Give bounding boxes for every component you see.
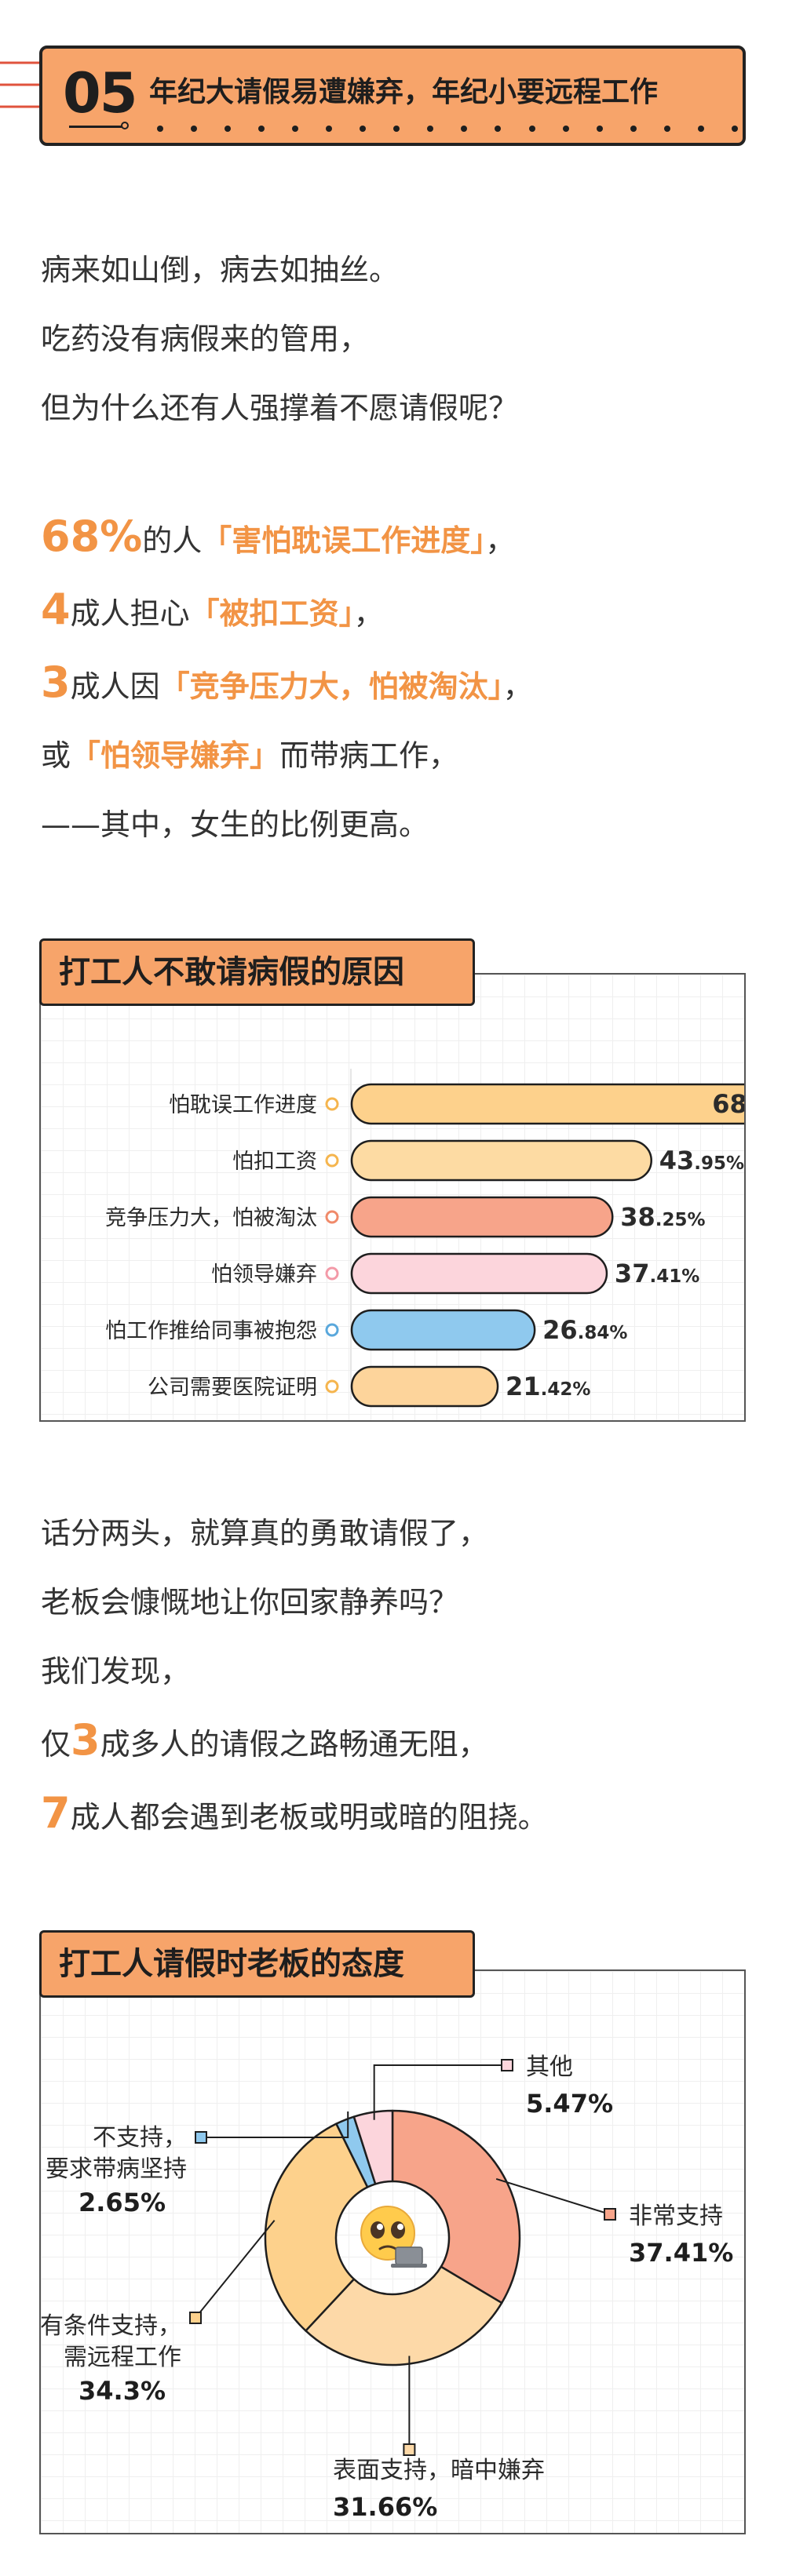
intro-line-3: 但为什么还有人强撑着不愿请假呢？ xyxy=(41,391,519,425)
donut-chart-panel: 非常支持 37.41% 表面支持，暗中嫌弃 31.66% 有条件支持， 需远程工作 34.3… xyxy=(39,1969,746,2534)
donut-value-label: 31.66% xyxy=(333,2492,437,2522)
reason-line-1-end: ， xyxy=(485,523,516,558)
bar-bullet-dot xyxy=(325,1266,339,1281)
middle-line-3: 我们发现， xyxy=(41,1654,191,1689)
bar xyxy=(350,1083,744,1125)
donut-leader-line xyxy=(495,2177,611,2215)
stat-7: 7 xyxy=(41,1788,71,1838)
bar-value-label: 37.41% xyxy=(615,1259,699,1288)
bar-value-label: 26.84% xyxy=(542,1315,627,1345)
bar-category-label: 公司需要医院证明 xyxy=(148,1375,317,1400)
bar-value-label: 68.57% xyxy=(712,1089,744,1119)
bar xyxy=(350,1139,652,1182)
bar-value-label: 38.25% xyxy=(620,1202,705,1232)
reason-line-2-end: ， xyxy=(353,596,384,631)
bar-value-label: 43.95% xyxy=(659,1146,744,1175)
middle-paragraph: 话分两头，就算真的勇敢请假了， 老板会慷慨地让你回家静养吗？ 我们发现， 仅3成… xyxy=(41,1499,548,1852)
donut-legend-marker xyxy=(604,2208,616,2221)
stat-3-middle: 3 xyxy=(71,1715,100,1765)
donut-value-label: 37.41% xyxy=(629,2238,733,2268)
bar-chart: 怕耽误工作进度 68.57% 怕扣工资 43.95% 竞争压力大，怕被淘汰 38.25% 怕… xyxy=(105,1069,744,1408)
middle-line-4: 仅3成多人的请假之路畅通无阻， xyxy=(41,1706,548,1779)
donut-leader-line xyxy=(195,2220,276,2319)
reason-line-1: 68%的人「害怕耽误工作进度」， xyxy=(41,502,533,575)
donut-legend-marker xyxy=(189,2312,202,2324)
donut-legend-marker xyxy=(195,2131,207,2144)
title-dots-decoration xyxy=(157,126,738,133)
bar xyxy=(350,1196,614,1238)
reason-highlight-4: 「怕领导嫌弃」 xyxy=(71,738,280,773)
middle-line-1: 话分两头，就算真的勇敢请假了， xyxy=(41,1516,489,1550)
donut-value-label: 5.47% xyxy=(526,2089,613,2119)
donut-slice xyxy=(305,2265,503,2366)
reason-line-4-end: 而带病工作， xyxy=(279,738,459,773)
bar-category-label: 怕扣工资 xyxy=(232,1150,317,1174)
donut-category-label: 要求带病坚持 xyxy=(46,2155,187,2183)
reason-line-2: 4成人担心「被扣工资」， xyxy=(41,575,533,648)
donut-category-label: 表面支持，暗中嫌弃 xyxy=(333,2457,545,2484)
bar-chart-title: 打工人不敢请病假的原因 xyxy=(39,938,475,1006)
bar-bullet-dot xyxy=(325,1153,339,1168)
reason-line-5: ——其中，女生的比例更高。 xyxy=(41,807,429,842)
middle-line-4-text-b: 成多人的请假之路畅通无阻， xyxy=(100,1727,488,1762)
middle-line-5-text: 成人都会遇到老板或明或暗的阻挠。 xyxy=(70,1800,548,1835)
donut-slice xyxy=(391,2109,521,2305)
reason-line-1-text: 的人 xyxy=(142,523,203,558)
donut-leader-line xyxy=(201,2111,349,2138)
intro-paragraph: 病来如山倒，病去如抽丝。 吃药没有病假来的管用， 但为什么还有人强撑着不愿请假呢… xyxy=(41,235,518,443)
reason-highlight-3: 「竞争压力大，怕被淘汰」 xyxy=(159,669,503,704)
donut-category-label: 不支持， xyxy=(93,2124,187,2152)
middle-line-4-text-a: 仅 xyxy=(41,1727,71,1762)
donut-legend-marker xyxy=(403,2443,416,2456)
donut-category-label: 有条件支持， xyxy=(41,2312,181,2340)
donut-chart-title: 打工人请假时老板的态度 xyxy=(39,1930,475,1998)
reason-line-3: 3成人因「竞争压力大，怕被淘汰」， xyxy=(41,648,533,721)
reasons-paragraph: 68%的人「害怕耽误工作进度」， 4成人担心「被扣工资」， 3成人因「竞争压力大… xyxy=(41,502,533,859)
middle-line-2: 老板会慷慨地让你回家静养吗？ xyxy=(41,1585,459,1620)
pleading-face-with-laptop-emoji xyxy=(360,2206,427,2268)
donut-chart: 非常支持 37.41% 表面支持，暗中嫌弃 31.66% 有条件支持， 需远程工作 34.3… xyxy=(41,2053,733,2522)
reason-line-4-text: 或 xyxy=(41,738,71,773)
intro-line-1: 病来如山倒，病去如抽丝。 xyxy=(41,253,400,287)
bar-category-label: 怕耽误工作进度 xyxy=(169,1093,317,1117)
donut-value-label: 2.65% xyxy=(78,2188,166,2217)
bar xyxy=(350,1252,608,1295)
bar-value-label: 21.42% xyxy=(506,1372,590,1401)
middle-line-5: 7成人都会遇到老板或明或暗的阻挠。 xyxy=(41,1779,548,1852)
bar-bullet-dot xyxy=(325,1323,339,1337)
reason-line-4: 或「怕领导嫌弃」而带病工作， xyxy=(41,721,533,790)
bar-category-label: 竞争压力大，怕被淘汰 xyxy=(105,1206,317,1230)
bar xyxy=(350,1365,499,1408)
reason-highlight-1: 「害怕耽误工作进度」 xyxy=(202,523,486,558)
corner-lines-decoration xyxy=(0,61,39,108)
reason-highlight-2: 「被扣工资」 xyxy=(189,596,354,631)
section-number-underline xyxy=(69,122,129,129)
stat-68-percent: 68% xyxy=(41,512,143,561)
donut-slice xyxy=(352,2109,394,2185)
reason-line-3-end: ， xyxy=(502,669,533,704)
reason-line-2-text: 成人担心 xyxy=(70,596,190,631)
donut-category-label: 非常支持 xyxy=(629,2203,723,2230)
bar xyxy=(350,1309,536,1351)
donut-value-label: 34.3% xyxy=(78,2376,166,2406)
donut-category-label: 其他 xyxy=(526,2053,573,2081)
donut-category-label: 需远程工作 xyxy=(64,2344,181,2371)
donut-leader-line xyxy=(373,2064,507,2120)
bar-category-label: 怕领导嫌弃 xyxy=(211,1262,317,1287)
donut-legend-marker xyxy=(501,2059,513,2071)
intro-line-2: 吃药没有病假来的管用， xyxy=(41,322,370,356)
section-title: 年纪大请假易遭嫌弃，年纪小要远程工作 xyxy=(149,76,659,108)
bar-bullet-dot xyxy=(325,1379,339,1394)
stat-4: 4 xyxy=(41,585,71,634)
bar-bullet-dot xyxy=(325,1097,339,1111)
bar-category-label: 怕工作推给同事被抱怨 xyxy=(105,1319,317,1343)
bar-bullet-dot xyxy=(325,1210,339,1224)
stat-3: 3 xyxy=(41,658,71,707)
bar-chart-panel: 怕耽误工作进度 68.57% 怕扣工资 43.95% 竞争压力大，怕被淘汰 38.25% 怕… xyxy=(39,973,746,1422)
reason-line-3-text: 成人因 xyxy=(70,669,160,704)
section-number: 05 xyxy=(63,61,137,126)
